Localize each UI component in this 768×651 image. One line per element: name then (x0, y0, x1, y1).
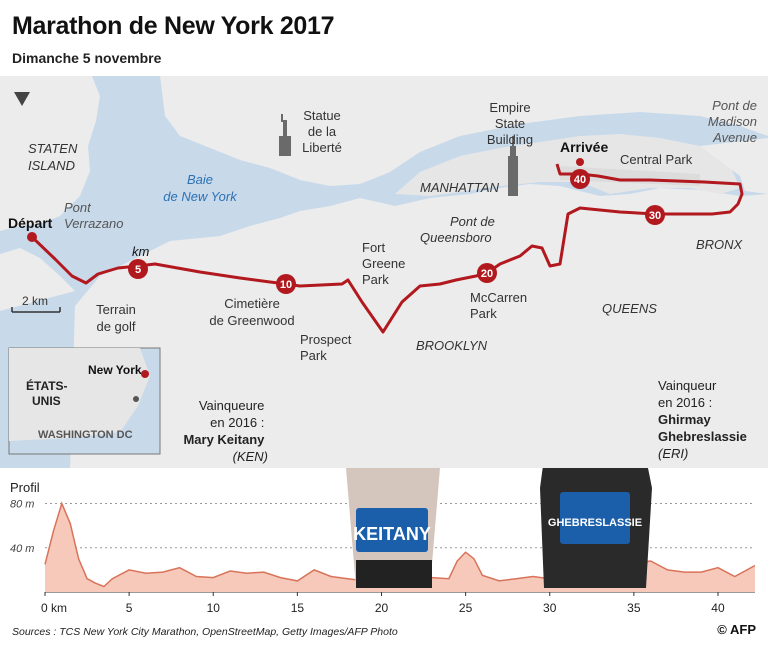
inset-country-label: ÉTATS-UNIS (26, 378, 68, 408)
statue-label: Statue de la Liberté (302, 108, 342, 155)
x-tick-label: 30 (543, 601, 557, 615)
svg-text:KEITANY: KEITANY (353, 524, 431, 544)
scale-bar: 2 km (11, 294, 61, 313)
finish-label: Arrivée (560, 139, 608, 155)
svg-text:20: 20 (481, 268, 493, 280)
km-unit-label: km (132, 244, 150, 259)
manhattan-label: MANHATTAN (420, 180, 500, 195)
verrazano-label: Pont Verrazano (64, 200, 124, 231)
x-tick-label: 25 (459, 601, 473, 615)
x-tick-label: 20 (375, 601, 389, 615)
cemetery-label: Cimetière de Greenwood (209, 296, 294, 328)
staten-island (0, 76, 100, 231)
women-winner-photo: KEITANY (346, 468, 440, 588)
afp-brand: © AFP (717, 622, 756, 637)
staten-island-label: STATEN ISLAND (28, 141, 78, 173)
statue-of-liberty-icon (279, 114, 291, 156)
fort-greene-label: Fort Greene Park (362, 240, 405, 287)
inset-map: ÉTATS-UNIS New York WASHINGTON DC (8, 347, 161, 455)
page-subtitle: Dimanche 5 novembre (12, 50, 162, 66)
x-tick-label: 35 (627, 601, 641, 615)
x-tick-label: 15 (291, 601, 305, 615)
y-tick-label: 80 m (10, 499, 34, 511)
x-tick-label: 5 (126, 601, 133, 615)
empire-state-icon (508, 136, 518, 196)
page-title: Marathon de New York 2017 (12, 12, 335, 40)
bronx-land (700, 138, 768, 194)
inset-capital-label: WASHINGTON DC (38, 429, 133, 441)
prospect-label: Prospect Park (300, 332, 352, 363)
brooklyn-queens-land (70, 184, 768, 468)
bronx-label: BRONX (696, 237, 744, 252)
svg-text:5: 5 (135, 264, 141, 276)
nj-land (160, 76, 768, 186)
svg-text:2 km: 2 km (22, 294, 48, 308)
afp-map-icon (14, 92, 30, 106)
golf-label: Terrain de golf (96, 302, 136, 334)
x-tick-label: 40 (711, 601, 725, 615)
inset-city-label: New York (88, 363, 142, 377)
profile-label: Profil (10, 480, 40, 495)
svg-text:30: 30 (649, 210, 661, 222)
men-winner-label: Vainqueur en 2016 : Ghirmay Ghebreslassi… (658, 378, 751, 461)
marker-5: 5 (128, 259, 148, 279)
sources-note: Sources : TCS New York City Marathon, Op… (12, 626, 398, 638)
men-winner-photo: GHEBRESLASSIE (540, 468, 652, 588)
staten-island-south (0, 248, 75, 311)
svg-text:GHEBRESLASSIE: GHEBRESLASSIE (548, 517, 642, 529)
central-park-label: Central Park (620, 152, 693, 167)
svg-text:10: 10 (280, 279, 292, 291)
marker-20: 20 (477, 263, 497, 283)
marker-40: 40 (570, 169, 590, 189)
y-tick-label: 40 m (10, 543, 34, 555)
x-tick-label: 0 km (41, 601, 67, 615)
start-dot (27, 232, 37, 242)
route-map: 5 10 20 30 40 STATEN ISLAND Baie de New Yo… (0, 76, 768, 468)
mccarren-label: McCarren Park (470, 290, 527, 321)
madison-label: Pont de Madison Avenue (708, 98, 757, 145)
empire-label: Empire State Building (487, 100, 533, 147)
start-label: Départ (8, 215, 53, 231)
svg-text:40: 40 (574, 174, 586, 186)
marker-10: 10 (276, 274, 296, 294)
queens-label: QUEENS (602, 301, 657, 316)
brooklyn-label: BROOKLYN (416, 338, 488, 353)
x-tick-label: 10 (207, 601, 221, 615)
marker-30: 30 (645, 205, 665, 225)
elevation-profile: Profil 80 m 40 m 0 km 5 10 15 20 25 30 35 40 KEITA… (10, 468, 756, 615)
finish-dot (576, 158, 584, 166)
queensboro-label: Pont de Queensboro (420, 214, 495, 245)
women-winner-label: Vainqueure en 2016 : Mary Keitany (KEN) (183, 398, 268, 464)
bay-label: Baie de New York (163, 172, 238, 204)
